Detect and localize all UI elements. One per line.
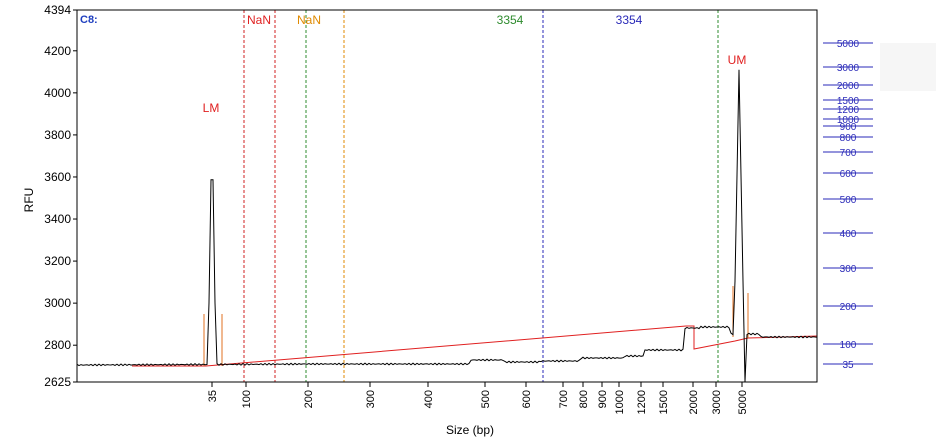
x-tick-label: 500 bbox=[480, 390, 492, 408]
x-tick-label: 800 bbox=[578, 390, 590, 408]
x-tick-label: 3000 bbox=[711, 390, 723, 414]
x-tick-label: 200 bbox=[303, 390, 315, 408]
ladder-label: 3000 bbox=[837, 63, 860, 74]
x-tick-label: 600 bbox=[521, 390, 533, 408]
ladder-label: 600 bbox=[840, 169, 857, 180]
ladder-label: 700 bbox=[840, 148, 857, 159]
side-panel-background bbox=[880, 43, 936, 91]
y-tick-label: 3200 bbox=[44, 254, 71, 268]
y-tick-label: 3600 bbox=[44, 170, 71, 184]
ladder-label: 1500 bbox=[837, 96, 860, 107]
ladder-label: 100 bbox=[840, 340, 857, 351]
x-tick-label: 2000 bbox=[688, 390, 700, 414]
ladder-label: 2000 bbox=[837, 81, 860, 92]
y-tick-label: 4200 bbox=[44, 44, 71, 58]
y-tick-label: 3800 bbox=[44, 128, 71, 142]
x-tick-label: 900 bbox=[597, 390, 609, 408]
ladder-label: 800 bbox=[840, 133, 857, 144]
ladder-label: 1200 bbox=[837, 105, 860, 116]
plot-background bbox=[77, 10, 817, 382]
x-tick-label: 400 bbox=[423, 390, 435, 408]
y-tick-label: 4394 bbox=[44, 3, 71, 17]
fit-line bbox=[132, 325, 818, 367]
ladder-label: 900 bbox=[840, 122, 857, 133]
ladder-label: 400 bbox=[840, 229, 857, 240]
signal-trace bbox=[76, 69, 818, 383]
region-label: NaN bbox=[297, 13, 321, 27]
ladder-label: 200 bbox=[840, 302, 857, 313]
plot-frame bbox=[76, 9, 818, 383]
series-layer bbox=[76, 69, 818, 383]
label-layer: NaN NaN 3354 3354 LM UM bbox=[203, 13, 747, 115]
x-tick-label: 300 bbox=[365, 390, 377, 408]
y-tick-label: 3400 bbox=[44, 212, 71, 226]
x-axis-title: Size (bp) bbox=[446, 423, 494, 437]
y-tick-label: 2800 bbox=[44, 338, 71, 352]
sample-label: C8: bbox=[80, 14, 98, 26]
ladder-label: 1000 bbox=[837, 115, 860, 126]
y-tick-label: 3000 bbox=[44, 296, 71, 310]
x-tick-label: 700 bbox=[558, 390, 570, 408]
x-tick-label: 35 bbox=[207, 390, 219, 402]
region-lines bbox=[243, 10, 719, 382]
y-axis-title: RFU bbox=[22, 188, 36, 213]
region-label: NaN bbox=[247, 13, 271, 27]
ladder-label: 500 bbox=[840, 195, 857, 206]
marker-label: UM bbox=[728, 53, 747, 67]
y-tick-label: 2625 bbox=[44, 375, 71, 389]
marker-label: LM bbox=[203, 101, 220, 115]
ladder-label: 300 bbox=[840, 264, 857, 275]
y-tick-label: 4000 bbox=[44, 86, 71, 100]
x-tick-label: 5000 bbox=[737, 390, 749, 414]
ladder-label: 5000 bbox=[837, 39, 860, 50]
x-tick-label: 1500 bbox=[658, 390, 670, 414]
region-label: 3354 bbox=[616, 13, 643, 27]
axis-layer: 2625 2800 3000 3200 3400 3600 3800 4000 4200 4394… bbox=[44, 3, 749, 414]
x-tick-label: 100 bbox=[241, 390, 253, 408]
region-label: 3354 bbox=[497, 13, 524, 27]
x-tick-label: 1200 bbox=[636, 390, 648, 414]
ladder-label: 35 bbox=[842, 360, 854, 371]
x-tick-label: 1000 bbox=[614, 390, 626, 414]
